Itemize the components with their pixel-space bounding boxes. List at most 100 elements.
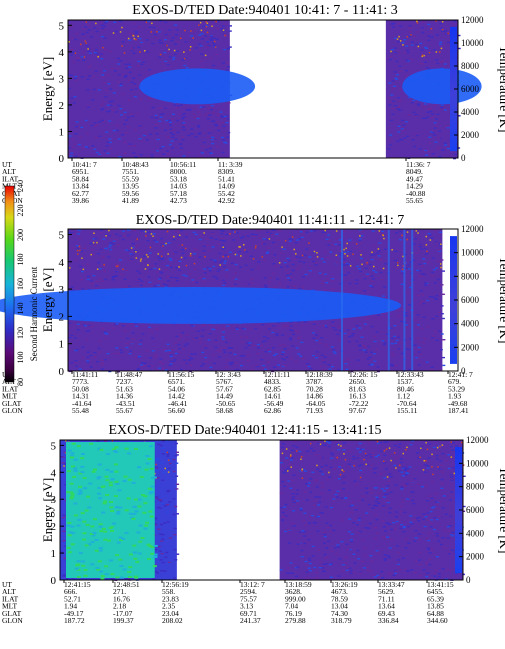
heatmap-cell [164,268,168,271]
heatmap-cell [399,70,403,72]
heatmap-cell [102,502,107,505]
intensity-point [145,254,148,256]
heatmap-cell [201,351,205,354]
heatmap-cell [173,276,177,279]
intensity-point [349,265,352,267]
heatmap-cell [121,41,125,43]
heatmap-cell [427,539,431,542]
heatmap-cell [161,153,165,155]
heatmap-cell [160,42,164,44]
intensity-point [344,458,347,461]
intensity-point [205,25,208,28]
heatmap-cell [330,346,334,348]
intensity-point [213,40,216,43]
heatmap-cell [399,511,403,513]
heatmap-cell [315,479,319,481]
heatmap-cell [129,322,133,325]
heatmap-cell [413,478,417,480]
heatmap-cell [168,501,172,503]
heatmap-cell [400,486,404,488]
heatmap-cell [431,481,435,483]
heatmap-cell [66,524,71,527]
heatmap-cell [416,452,419,454]
heatmap-cell [363,323,367,325]
heatmap-cell [384,530,387,532]
table-cell: 10:56:11 [170,160,197,169]
heatmap-cell [322,570,326,572]
heatmap-cell [358,442,362,445]
heatmap-cell [435,315,439,318]
heatmap-cell [418,263,422,265]
heatmap-cell [385,493,389,495]
heatmap-cell [121,123,125,126]
heatmap-cell [444,460,448,462]
heatmap-cell [101,74,105,76]
heatmap-cell [137,46,141,48]
heatmap-cell [127,285,131,287]
heatmap-cell [289,321,293,323]
heatmap-cell [159,147,163,150]
heatmap-cell [433,134,437,136]
intensity-point [224,34,226,37]
heatmap-cell [141,494,146,497]
heatmap-cell [133,129,137,131]
heatmap-cell [426,116,430,118]
heatmap-cell [414,530,418,532]
heatmap-cell [444,33,448,35]
table-cell: 62.85 [264,384,281,393]
heatmap-cell [207,44,211,47]
heatmap-cell [86,105,90,107]
heatmap-cell [145,462,150,465]
heatmap-cell [132,338,135,340]
heatmap-cell [394,37,397,39]
heatmap-cell [324,343,328,345]
heatmap-cell [431,130,435,132]
heatmap-cell [158,550,162,552]
heatmap-cell [429,110,433,113]
heatmap-cell [122,235,126,237]
heatmap-cell [107,256,111,258]
heatmap-cell [420,486,424,488]
heatmap-cell [420,327,424,330]
heatmap-cell [176,131,180,134]
heatmap-cell [93,468,97,471]
heatmap-cell [450,479,454,481]
heatmap-cell [108,120,112,122]
heatmap-cell [297,353,301,355]
heatmap-cell [148,98,152,100]
heatmap-cell [373,340,377,343]
heatmap-cell [138,524,143,527]
heatmap-cell [282,485,286,487]
heatmap-cell [194,353,197,355]
heatmap-cell [133,557,138,560]
heatmap-cell [396,105,400,108]
heatmap-cell [361,539,365,541]
heatmap-cell [146,543,151,546]
heatmap-cell [419,290,423,292]
heatmap-cell [318,501,322,503]
heatmap-cell [260,242,264,244]
heatmap-cell [328,240,332,242]
heatmap-cell [178,113,182,116]
heatmap-cell [305,248,309,250]
heatmap-cell [185,343,189,345]
heatmap-cell [94,237,98,240]
heatmap-cell [109,88,113,90]
heatmap-cell [98,268,102,270]
heatmap-cell [132,152,136,154]
heatmap-cell [253,235,256,238]
heatmap-cell [390,528,394,531]
heatmap-cell [223,118,227,120]
heatmap-cell [225,341,228,344]
heatmap-cell [139,284,143,286]
heatmap-cell [70,48,74,51]
heatmap-cell [144,468,149,471]
table-cell: -70.64 [397,399,417,408]
heatmap-cell [366,566,369,569]
heatmap-cell [61,517,65,519]
intensity-point [162,245,164,247]
heatmap-cell [434,331,438,333]
heatmap-cell [374,271,378,273]
heatmap-cell [147,458,152,460]
intensity-point [364,452,367,455]
